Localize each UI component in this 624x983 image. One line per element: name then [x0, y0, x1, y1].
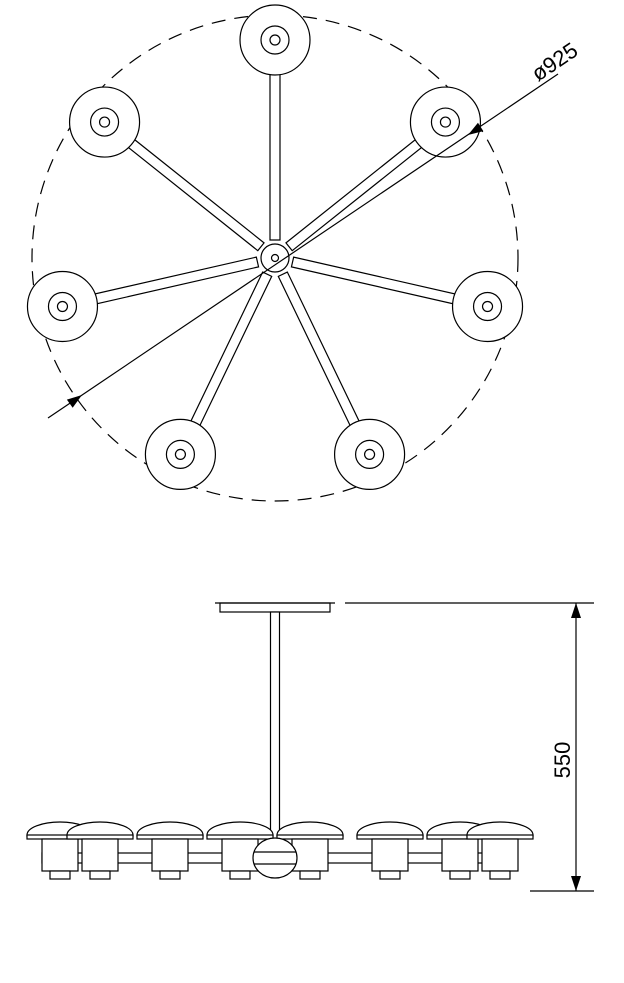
dim-arrowhead — [67, 395, 82, 408]
topview-bulb — [410, 87, 480, 157]
topview-bulb — [70, 87, 140, 157]
dim-diameter-label: ø925 — [527, 37, 583, 86]
dim-height-label: 550 — [550, 742, 575, 779]
hub-ball — [253, 838, 297, 878]
topview-hub-hole — [272, 255, 279, 262]
dim-arrowhead — [571, 876, 581, 891]
ceiling-plate — [220, 603, 330, 612]
side-shade — [137, 822, 203, 879]
dim-arrowhead — [571, 603, 581, 618]
topview-bulb — [27, 272, 97, 342]
topview-bulb — [240, 5, 310, 75]
side-shade — [357, 822, 423, 879]
topview-bulb — [335, 419, 405, 489]
topview-bulb — [145, 419, 215, 489]
topview-bulb — [453, 272, 523, 342]
stem — [271, 612, 280, 845]
